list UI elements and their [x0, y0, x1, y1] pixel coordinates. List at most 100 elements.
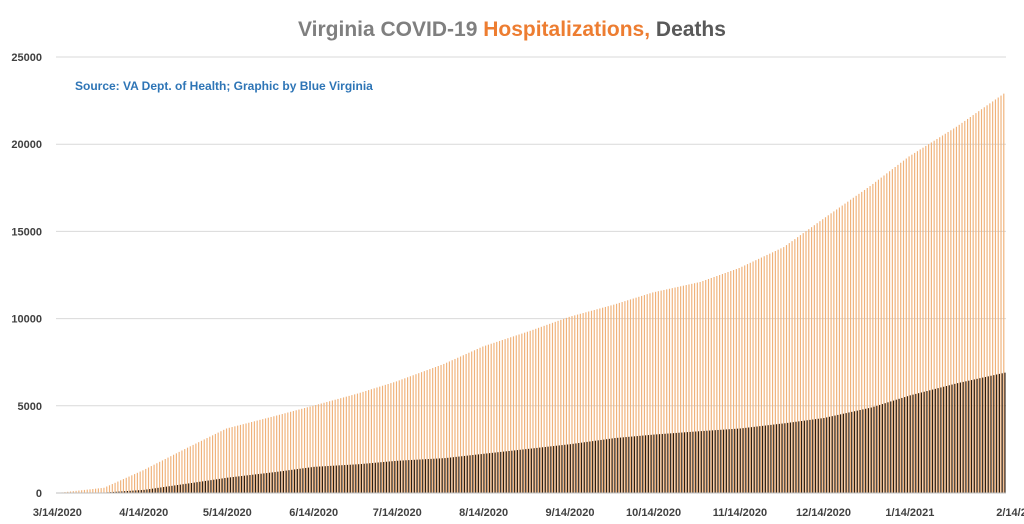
- bar-deaths: [775, 424, 778, 493]
- bar-deaths: [296, 469, 298, 493]
- bar-deaths: [388, 461, 390, 493]
- bar-deaths: [419, 459, 421, 493]
- bar-deaths: [723, 429, 725, 493]
- bar-hospitalizations: [830, 213, 832, 493]
- bar-hospitalizations: [446, 362, 448, 493]
- bar-deaths: [628, 436, 630, 493]
- bar-hospitalizations: [535, 328, 537, 493]
- bar-deaths: [965, 381, 967, 493]
- bar-hospitalizations: [869, 186, 871, 493]
- bar-hospitalizations: [287, 412, 289, 493]
- bar-hospitalizations: [780, 248, 782, 493]
- bar-deaths: [427, 459, 429, 493]
- bar-deaths: [959, 382, 961, 493]
- bar-deaths: [271, 472, 273, 493]
- bar-deaths: [954, 383, 956, 493]
- bar-deaths: [497, 452, 499, 493]
- bar-hospitalizations: [771, 252, 774, 493]
- bar-hospitalizations: [914, 152, 916, 494]
- bar-deaths: [151, 488, 154, 493]
- bar-deaths: [745, 427, 747, 493]
- bar-hospitalizations: [262, 419, 264, 493]
- bar-hospitalizations: [147, 467, 150, 493]
- bar-deaths: [820, 418, 822, 493]
- bar-deaths: [249, 475, 251, 493]
- bar-hospitalizations: [969, 117, 971, 493]
- bar-hospitalizations: [170, 456, 172, 493]
- bar-deaths: [867, 408, 870, 493]
- bar-hospitalizations: [861, 191, 863, 493]
- bar-deaths: [137, 490, 140, 493]
- bar-hospitalizations: [543, 325, 545, 493]
- bar-hospitalizations: [574, 315, 576, 493]
- bar-deaths: [572, 443, 574, 493]
- bar-deaths: [968, 380, 970, 493]
- bar-deaths: [739, 428, 741, 493]
- bar-deaths: [126, 490, 128, 493]
- bar-hospitalizations: [596, 309, 598, 493]
- bar-hospitalizations: [922, 147, 924, 493]
- bar-deaths: [282, 470, 284, 493]
- bar-deaths: [993, 375, 995, 493]
- bar-hospitalizations: [660, 290, 662, 493]
- bar-hospitalizations: [465, 353, 467, 493]
- bar-hospitalizations: [103, 487, 105, 493]
- bar-hospitalizations: [398, 380, 400, 493]
- bar-hospitalizations: [738, 268, 740, 493]
- bar-hospitalizations: [164, 458, 166, 493]
- bar-hospitalizations: [741, 266, 743, 493]
- bar-hospitalizations: [953, 128, 955, 493]
- bar-hospitalizations: [546, 324, 548, 493]
- bar-hospitalizations: [961, 122, 963, 494]
- bar-deaths: [979, 378, 981, 493]
- bar-deaths: [619, 437, 622, 493]
- bar-hospitalizations: [237, 425, 239, 493]
- bar-deaths: [742, 428, 744, 493]
- bar-deaths: [703, 430, 705, 493]
- bar-hospitalizations: [872, 183, 874, 493]
- bar-hospitalizations: [847, 201, 849, 493]
- bar-hospitalizations: [727, 272, 729, 493]
- bar-deaths: [397, 460, 399, 493]
- bar-deaths: [235, 476, 237, 493]
- bar-deaths: [241, 476, 243, 493]
- bar-deaths: [764, 425, 766, 493]
- bar-deaths: [115, 491, 117, 493]
- bar-deaths: [344, 465, 346, 493]
- title-part-2: Hospitalizations,: [483, 18, 650, 41]
- bar-deaths: [505, 451, 507, 493]
- bar-hospitalizations: [434, 367, 437, 493]
- bar-deaths: [887, 402, 889, 493]
- bar-deaths: [987, 376, 989, 493]
- bar-hospitalizations: [635, 297, 637, 493]
- bar-deaths: [121, 491, 123, 493]
- bar-hospitalizations: [902, 160, 905, 493]
- bar-hospitalizations: [808, 229, 810, 493]
- bar-hospitalizations: [320, 403, 322, 493]
- bar-deaths: [229, 477, 232, 493]
- bar-hospitalizations: [579, 313, 581, 493]
- bar-hospitalizations: [888, 171, 891, 494]
- bar-hospitalizations: [418, 373, 420, 493]
- bar-deaths: [647, 435, 649, 493]
- bar-deaths: [260, 473, 262, 493]
- source-annotation: Source: VA Dept. of Health; Graphic by B…: [75, 79, 373, 93]
- bar-hospitalizations: [395, 381, 398, 493]
- bar-deaths: [564, 444, 566, 493]
- bar-hospitalizations: [791, 241, 793, 493]
- bar-hospitalizations: [220, 431, 222, 493]
- bar-deaths: [940, 387, 942, 493]
- bar-hospitalizations: [214, 433, 216, 493]
- bar-hospitalizations: [855, 195, 857, 494]
- bar-deaths: [600, 439, 602, 493]
- bar-hospitalizations: [841, 205, 843, 494]
- bar-deaths: [681, 432, 683, 493]
- bar-hospitalizations: [326, 401, 328, 493]
- bar-deaths: [731, 429, 733, 493]
- bar-hospitalizations: [217, 432, 219, 493]
- bar-deaths: [494, 452, 496, 493]
- bar-hospitalizations: [379, 386, 381, 493]
- bar-hospitalizations: [858, 193, 860, 493]
- bar-hospitalizations: [777, 249, 779, 493]
- bar-deaths: [812, 419, 814, 493]
